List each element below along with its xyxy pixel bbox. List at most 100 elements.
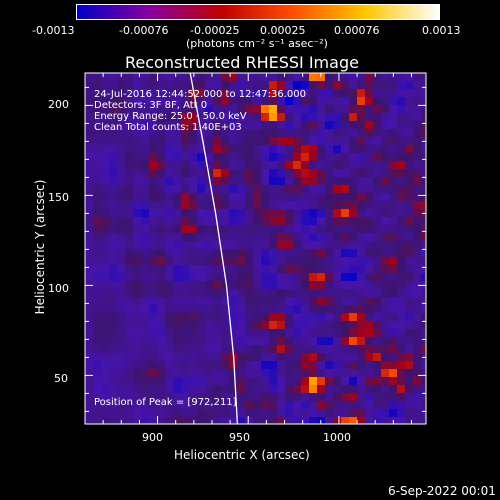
heatmap-cell — [333, 185, 341, 193]
heatmap-cell — [173, 153, 181, 161]
heatmap-cell — [221, 105, 229, 113]
heatmap-cell — [117, 329, 125, 337]
heatmap-cell — [245, 377, 253, 385]
heatmap-cell — [341, 353, 349, 361]
heatmap-cell — [309, 105, 317, 113]
heatmap-cell — [397, 233, 405, 241]
heatmap-cell — [213, 289, 221, 297]
heatmap-cell — [277, 169, 285, 177]
heatmap-cell — [325, 273, 333, 281]
heatmap-cell — [197, 337, 205, 345]
heatmap-cell — [229, 225, 237, 233]
heatmap-cell — [181, 73, 189, 81]
heatmap-cell — [181, 257, 189, 265]
heatmap-cell — [285, 177, 293, 185]
heatmap-cell — [285, 89, 293, 97]
heatmap-cell — [293, 169, 301, 177]
heatmap-cell — [341, 361, 349, 369]
heatmap-cell — [317, 409, 325, 417]
heatmap-cell — [333, 361, 341, 369]
heatmap-cell — [173, 393, 181, 401]
heatmap-cell — [205, 113, 213, 121]
solar-limb-curve — [189, 72, 239, 425]
heatmap-cell — [277, 321, 285, 329]
heatmap-cell — [309, 129, 317, 137]
heatmap-cell — [181, 193, 189, 201]
heatmap-cell — [365, 185, 373, 193]
heatmap-cell — [109, 329, 117, 337]
heatmap-cell — [133, 257, 141, 265]
heatmap-cell — [109, 201, 117, 209]
heatmap-cell — [189, 153, 197, 161]
heatmap-cell — [133, 89, 141, 97]
heatmap-cell — [85, 257, 93, 265]
heatmap-cell — [317, 97, 325, 105]
heatmap-cell — [85, 345, 93, 353]
heatmap-cell — [261, 345, 269, 353]
heatmap-cell — [189, 385, 197, 393]
heatmap-cell — [189, 73, 197, 81]
heatmap-cell — [197, 281, 205, 289]
heatmap-cell — [389, 201, 397, 209]
heatmap-cell — [205, 137, 213, 145]
heatmap-cell — [141, 321, 149, 329]
heatmap-cell — [181, 321, 189, 329]
heatmap-cell — [317, 401, 325, 409]
heatmap-cell — [149, 329, 157, 337]
heatmap-cell — [325, 289, 333, 297]
heatmap-cell — [117, 353, 125, 361]
heatmap-cell — [269, 81, 277, 89]
heatmap-cell — [365, 305, 373, 313]
heatmap-cell — [373, 401, 381, 409]
heatmap-cell — [109, 169, 117, 177]
heatmap-cell — [413, 377, 421, 385]
heatmap-cell — [333, 289, 341, 297]
heatmap-cell — [221, 113, 229, 121]
heatmap-cell — [237, 273, 245, 281]
heatmap-cell — [221, 185, 229, 193]
heatmap-cell — [301, 249, 309, 257]
heatmap-cell — [165, 153, 173, 161]
heatmap-cell — [165, 201, 173, 209]
heatmap-cell — [133, 105, 141, 113]
heatmap-cell — [333, 401, 341, 409]
heatmap-cell — [229, 249, 237, 257]
heatmap-cell — [189, 97, 197, 105]
heatmap-cell — [93, 345, 101, 353]
heatmap-cell — [285, 161, 293, 169]
heatmap-cell — [301, 265, 309, 273]
heatmap-cell — [117, 81, 125, 89]
heatmap-cell — [261, 305, 269, 313]
heatmap-cell — [421, 289, 426, 297]
heatmap-cell — [253, 409, 261, 417]
heatmap-cell — [381, 369, 389, 377]
heatmap-cell — [101, 369, 109, 377]
heatmap-cell — [269, 273, 277, 281]
heatmap-cell — [365, 193, 373, 201]
heatmap-cell — [221, 81, 229, 89]
heatmap-cell — [125, 409, 133, 417]
heatmap-cell — [397, 345, 405, 353]
heatmap-cell — [189, 105, 197, 113]
heatmap-cell — [237, 417, 245, 424]
heatmap-cell — [277, 201, 285, 209]
heatmap-cell — [293, 345, 301, 353]
heatmap-cell — [237, 121, 245, 129]
heatmap-cell — [333, 313, 341, 321]
heatmap-cell — [301, 233, 309, 241]
heatmap-cell — [269, 89, 277, 97]
heatmap-cell — [101, 233, 109, 241]
heatmap-cell — [293, 257, 301, 265]
heatmap-cell — [117, 153, 125, 161]
heatmap-cell — [93, 273, 101, 281]
heatmap-cell — [365, 177, 373, 185]
heatmap-cell — [333, 201, 341, 209]
heatmap-cell — [85, 121, 93, 129]
heatmap-cell — [181, 265, 189, 273]
heatmap-cell — [325, 129, 333, 137]
heatmap-cell — [277, 225, 285, 233]
heatmap-cell — [93, 161, 101, 169]
heatmap-cell — [125, 209, 133, 217]
heatmap-cell — [365, 409, 373, 417]
heatmap-cell — [157, 369, 165, 377]
